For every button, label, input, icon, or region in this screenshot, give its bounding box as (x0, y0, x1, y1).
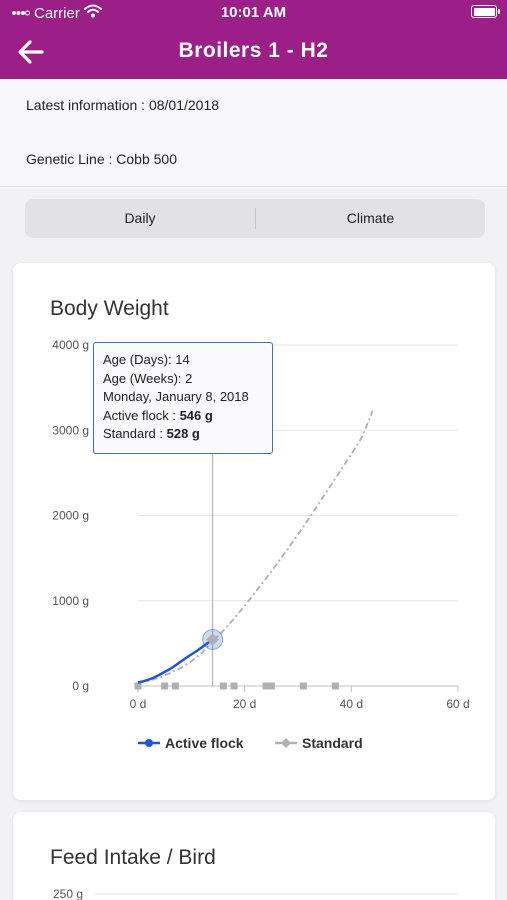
latest-information: Latest information : 08/01/2018 (26, 97, 220, 113)
carrier-name: Carrier (34, 4, 80, 22)
status-bar: Carrier 10:01 AM (0, 0, 507, 26)
chart-tooltip: Age (Days): 14 Age (Weeks): 2 Monday, Ja… (93, 342, 273, 454)
page-title: Broilers 1 - H2 (178, 39, 329, 62)
tooltip-active-flock: Active flock : 546 g (103, 407, 263, 426)
legend-standard[interactable]: Standard (275, 733, 363, 753)
feed-intake-card: Feed Intake / Bird (13, 812, 495, 900)
wifi-icon (83, 4, 102, 22)
legend-active-flock[interactable]: Active flock (138, 733, 244, 753)
body-weight-title: Body Weight (50, 297, 169, 320)
app-header: Carrier 10:01 AM Broilers 1 - H2 (0, 0, 507, 79)
segment-divider (255, 208, 256, 229)
tab-climate[interactable]: Climate (346, 210, 395, 226)
info-panel: Latest information : 08/01/2018 Genetic … (0, 79, 507, 187)
tooltip-standard-value: 528 g (166, 426, 200, 441)
legend-standard-marker (275, 738, 297, 748)
segmented-control: Daily Climate (25, 199, 485, 238)
battery-level (473, 7, 495, 16)
tooltip-standard: Standard : 528 g (103, 425, 263, 444)
legend-standard-label: Standard (302, 735, 363, 751)
arrow-left-icon (18, 40, 44, 64)
tooltip-active-label: Active flock : (103, 407, 180, 423)
status-time: 10:01 AM (220, 4, 287, 21)
battery-icon (471, 5, 500, 18)
tooltip-active-value: 546 g (179, 407, 213, 423)
genetic-line: Genetic Line : Cobb 500 (26, 151, 177, 167)
legend-active-label: Active flock (165, 735, 244, 751)
signal-icon (12, 5, 30, 22)
tooltip-age-weeks: Age (Weeks): 2 (103, 370, 193, 386)
feed-intake-title: Feed Intake / Bird (50, 846, 216, 869)
tooltip-date: Monday, January 8, 2018 (103, 389, 249, 404)
back-button[interactable] (16, 38, 48, 66)
status-left: Carrier (12, 4, 102, 22)
tooltip-age-days: Age (Days): 14 (103, 352, 190, 367)
tooltip-standard-label: Standard : (103, 426, 167, 441)
legend-active-marker (138, 739, 160, 747)
tab-daily[interactable]: Daily (124, 210, 156, 226)
